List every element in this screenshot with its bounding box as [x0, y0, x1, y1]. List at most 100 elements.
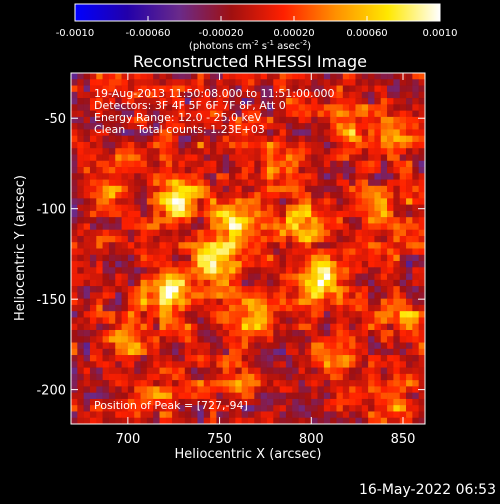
- heatmap-cell: [342, 98, 350, 105]
- heatmap-cell: [399, 336, 407, 343]
- heatmap-cell: [241, 304, 249, 312]
- heatmap-cell: [172, 85, 179, 93]
- heatmap-cell: [355, 85, 363, 93]
- heatmap-cell: [418, 204, 425, 212]
- heatmap-cell: [222, 104, 230, 111]
- heatmap-cell: [355, 79, 363, 86]
- heatmap-cell: [368, 380, 375, 387]
- heatmap-cell: [368, 242, 375, 249]
- heatmap-cell: [273, 355, 280, 362]
- heatmap-cell: [374, 104, 382, 111]
- heatmap-cell: [153, 304, 160, 312]
- heatmap-cell: [235, 217, 242, 224]
- heatmap-cell: [361, 85, 369, 93]
- heatmap-cell: [83, 229, 91, 237]
- heatmap-cell: [387, 348, 394, 356]
- heatmap-cell: [374, 79, 382, 86]
- heatmap-cell: [222, 235, 230, 243]
- heatmap-cell: [279, 411, 287, 419]
- heatmap-cell: [102, 135, 110, 143]
- heatmap-cell: [260, 311, 268, 318]
- heatmap-cell: [241, 198, 249, 205]
- heatmap-cell: [311, 217, 318, 224]
- heatmap-cell: [254, 204, 261, 212]
- heatmap-cell: [178, 298, 186, 306]
- heatmap-cell: [102, 398, 110, 406]
- heatmap-cell: [127, 292, 135, 299]
- heatmap-cell: [83, 355, 91, 362]
- heatmap-cell: [197, 217, 205, 224]
- heatmap-cell: [279, 342, 287, 350]
- heatmap-cell: [285, 91, 293, 99]
- heatmap-cell: [191, 298, 198, 306]
- heatmap-cell: [77, 242, 84, 249]
- heatmap-cell: [153, 73, 160, 80]
- heatmap-cell: [210, 217, 217, 224]
- heatmap-cell: [89, 336, 97, 343]
- heatmap-cell: [71, 373, 78, 381]
- heatmap-cell: [178, 355, 186, 362]
- heatmap-cell: [235, 336, 242, 343]
- heatmap-cell: [248, 110, 255, 118]
- heatmap-cell: [317, 417, 325, 424]
- heatmap-cell: [285, 217, 293, 224]
- heatmap-cell: [216, 392, 224, 400]
- heatmap-cell: [298, 392, 306, 400]
- heatmap-cell: [311, 304, 318, 312]
- heatmap-cell: [349, 367, 356, 375]
- heatmap-cell: [285, 73, 293, 80]
- heatmap-cell: [266, 91, 274, 99]
- heatmap-cell: [235, 311, 242, 318]
- heatmap-cell: [330, 367, 337, 375]
- heatmap-cell: [260, 135, 268, 143]
- heatmap-cell: [374, 417, 382, 424]
- heatmap-cell: [342, 116, 350, 124]
- heatmap-cell: [140, 198, 148, 205]
- heatmap-cell: [241, 229, 249, 237]
- heatmap-cell: [412, 123, 419, 130]
- heatmap-cell: [153, 217, 160, 224]
- heatmap-cell: [222, 192, 230, 199]
- heatmap-cell: [368, 123, 375, 130]
- heatmap-cell: [115, 242, 122, 249]
- heatmap-cell: [146, 417, 154, 424]
- heatmap-cell: [178, 179, 186, 187]
- heatmap-cell: [229, 361, 236, 368]
- heatmap-cell: [330, 398, 337, 406]
- heatmap-cell: [210, 167, 217, 174]
- heatmap-cell: [159, 204, 167, 212]
- heatmap-cell: [115, 198, 122, 205]
- heatmap-cell: [292, 373, 299, 381]
- heatmap-cell: [140, 248, 148, 256]
- heatmap-cell: [285, 98, 293, 105]
- heatmap-cell: [349, 73, 356, 80]
- heatmap-cell: [102, 261, 110, 268]
- heatmap-cell: [368, 292, 375, 299]
- heatmap-cell: [71, 261, 78, 268]
- heatmap-cell: [399, 110, 407, 118]
- heatmap-cell: [273, 311, 280, 318]
- heatmap-cell: [102, 248, 110, 256]
- heatmap-cell: [298, 329, 306, 337]
- heatmap-cell: [342, 311, 350, 318]
- heatmap-cell: [96, 73, 103, 80]
- heatmap-cell: [172, 267, 179, 274]
- heatmap-cell: [317, 267, 325, 274]
- heatmap-cell: [285, 411, 293, 419]
- heatmap-cell: [380, 273, 388, 281]
- heatmap-cell: [241, 123, 249, 130]
- heatmap-cell: [235, 173, 242, 180]
- heatmap-cell: [368, 129, 375, 136]
- heatmap-cell: [216, 91, 224, 99]
- heatmap-cell: [361, 160, 369, 168]
- heatmap-cell: [387, 261, 394, 268]
- heatmap-cell: [393, 73, 401, 80]
- heatmap-cell: [393, 185, 401, 193]
- heatmap-cell: [222, 361, 230, 368]
- heatmap-cell: [406, 267, 413, 274]
- heatmap-cell: [159, 273, 167, 281]
- heatmap-cell: [418, 79, 425, 86]
- heatmap-cell: [266, 135, 274, 143]
- heatmap-cell: [210, 129, 217, 136]
- heatmap-cell: [399, 323, 407, 331]
